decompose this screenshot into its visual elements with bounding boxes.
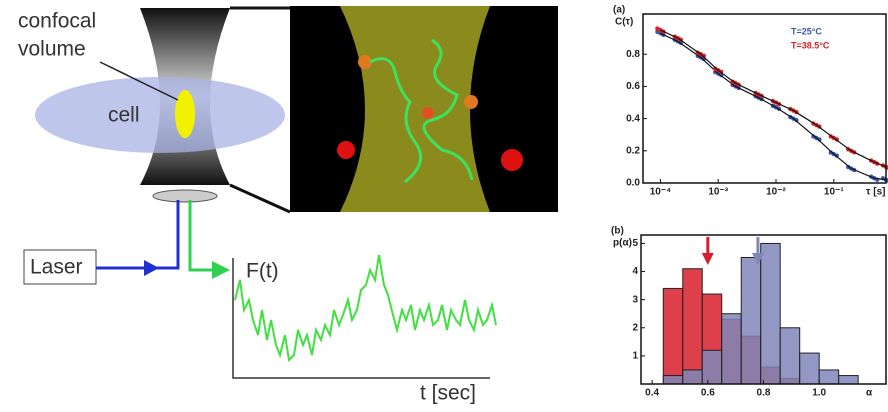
x-tick-label: 10⁻¹ [824,187,844,198]
label: volume [18,38,86,61]
legend-entry: T=38.5°C [791,40,830,50]
mean-arrowhead [702,253,714,265]
y-tick-label: 1 [632,351,638,362]
hist-bar [761,243,780,384]
panel-label: (a) [613,5,625,16]
x-tick-label: 10⁻² [766,187,786,198]
panel-label: (b) [611,226,624,237]
particle [337,141,355,159]
legend-entry: T=25°C [791,26,822,36]
particle [501,149,523,171]
particle [358,55,372,69]
label: t [sec] [420,382,476,405]
x-tick-label: 0.4 [645,388,659,399]
particle [422,107,434,119]
laser-path [96,200,178,268]
y-tick-label: 3 [632,294,638,305]
hist-bar [800,353,819,384]
hist-bar [722,314,741,384]
x-axis-title: α [866,388,873,399]
fit-line [660,30,886,167]
y-tick-label: 5 [632,238,638,249]
y-tick-label: 4 [632,266,638,277]
zoom-line [230,185,290,212]
x-tick-label: 10⁻⁴ [650,187,671,198]
y-tick-label: 2 [632,322,638,333]
arrowhead [212,261,230,279]
hist-bar [819,370,838,384]
y-tick-label: 0.4 [626,113,640,124]
label: Laser [30,256,83,279]
y-tick-label: 0.2 [626,145,640,156]
particle [464,95,478,109]
x-tick-label: 1.0 [812,388,826,399]
confocal-volume [175,90,195,138]
hist-bar [683,370,702,384]
y-axis-title: C(τ) [615,17,633,28]
y-tick-label: 0.0 [626,178,640,189]
figure: confocal volume cell Laser F(t) t [sec] … [0,0,888,407]
label: F(t) [246,260,279,283]
hist-bar [663,376,682,384]
x-tick-label: 10⁻³ [708,187,728,198]
x-tick-label: 0.6 [701,388,715,399]
x-tick-label: 0.8 [757,388,771,399]
hist-bar [702,350,721,384]
y-axis-title: p(α) [613,238,632,249]
label: confocal [18,10,96,33]
hist-bar [683,269,702,384]
signal-path [190,200,215,270]
y-tick-label: 0.8 [626,49,640,60]
arrowhead [144,260,159,276]
hist-bar [780,328,799,384]
hist-bar [663,288,682,384]
cell-shape [35,77,285,153]
charts: T=25°C T=38.5°C 10⁻⁴ 10⁻³ 10⁻² 10⁻¹ 0.0 0.2 0.4 0… [611,5,888,399]
hist-bar [839,376,858,384]
x-axis-title: τ [s] [866,187,885,198]
label: cell [108,104,140,127]
lens [153,190,217,202]
y-tick-label: 0.6 [626,81,640,92]
hist-bar [741,257,760,384]
